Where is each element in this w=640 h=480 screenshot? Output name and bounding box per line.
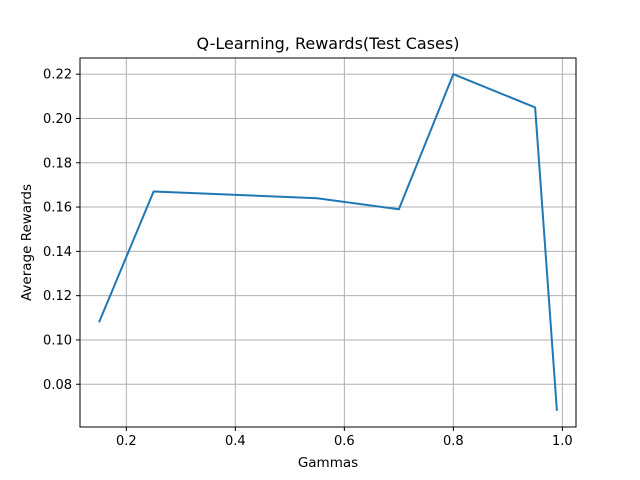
y-tick-label: 0.16 [43,201,72,216]
ticks: 0.2 0.4 0.6 0.8 1.0 0.08 0.10 0.12 0.14 0.16 0.18 0… [43,68,573,449]
y-tick-label: 0.14 [43,245,72,260]
chart-title: Q-Learning, Rewards(Test Cases) [197,34,460,53]
series-layer [98,73,558,411]
y-tick-label: 0.18 [43,156,72,171]
y-axis-label: Average Rewards [19,184,35,301]
plot-frame [79,57,577,428]
y-tick-label: 0.22 [43,68,72,83]
x-tick-label: 1.0 [552,434,573,449]
x-tick-label: 0.6 [334,434,355,449]
x-tick-label: 0.8 [443,434,464,449]
grid [80,58,576,427]
x-tick-label: 0.2 [116,434,137,449]
x-axis-label: Gammas [298,455,358,471]
y-tick-label: 0.20 [43,112,72,127]
y-tick-label: 0.12 [43,289,72,304]
y-tick-label: 0.10 [43,333,72,348]
y-tick-label: 0.08 [43,378,72,393]
x-tick-label: 0.4 [225,434,246,449]
